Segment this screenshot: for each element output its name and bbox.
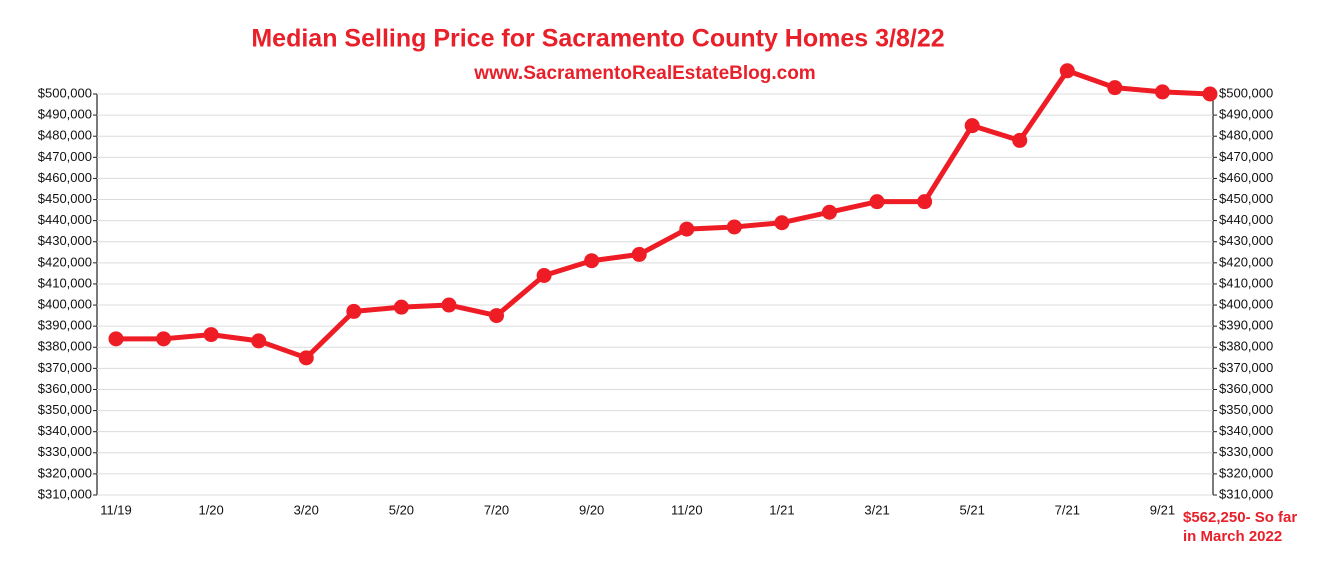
y-tick-label: $470,000 — [38, 149, 92, 164]
y-tick-label: $350,000 — [38, 402, 92, 417]
annotation: $562,250- So far — [1183, 509, 1297, 526]
y2-tick-label: $340,000 — [1219, 423, 1273, 438]
x-tick-label: 11/19 — [100, 502, 132, 517]
point — [441, 297, 457, 313]
y2-tick-label: $320,000 — [1219, 465, 1273, 480]
x-tick-label: 5/21 — [960, 502, 985, 517]
y2-tick-label: $490,000 — [1219, 107, 1273, 122]
x-tick-label: 7/21 — [1055, 502, 1080, 517]
y2-tick-label: $430,000 — [1219, 233, 1273, 248]
point — [298, 350, 314, 366]
y-tick-label: $490,000 — [38, 107, 92, 122]
x-tick-label: 9/20 — [579, 502, 604, 517]
annotation: in March 2022 — [1183, 528, 1282, 545]
x-tick-label: 9/21 — [1150, 502, 1175, 517]
y-tick-label: $400,000 — [38, 296, 92, 311]
point — [774, 215, 790, 231]
y2-tick-label: $440,000 — [1219, 212, 1273, 227]
point — [679, 221, 695, 237]
point — [203, 327, 219, 343]
y-tick-label: $390,000 — [38, 318, 92, 333]
y2-tick-label: $400,000 — [1219, 296, 1273, 311]
point — [917, 194, 933, 210]
x-tick-label: 7/20 — [484, 502, 509, 517]
y2-tick-label: $370,000 — [1219, 360, 1273, 375]
y-tick-label: $420,000 — [38, 254, 92, 269]
point — [631, 246, 647, 262]
y2-tick-label: $460,000 — [1219, 170, 1273, 185]
point — [346, 303, 362, 319]
point — [156, 331, 172, 347]
x-tick-label: 1/21 — [769, 502, 794, 517]
point — [726, 219, 742, 235]
y2-tick-label: $350,000 — [1219, 402, 1273, 417]
y-tick-label: $330,000 — [38, 444, 92, 459]
y-tick-label: $360,000 — [38, 381, 92, 396]
point — [536, 268, 552, 284]
x-tick-label: 11/20 — [671, 502, 703, 517]
point — [869, 194, 885, 210]
y-tick-label: $320,000 — [38, 465, 92, 480]
y-tick-label: $340,000 — [38, 423, 92, 438]
y-tick-label: $450,000 — [38, 191, 92, 206]
x-tick-label: 3/20 — [294, 502, 319, 517]
point — [584, 253, 600, 269]
point — [1059, 63, 1075, 79]
point — [1154, 84, 1170, 100]
y-tick-label: $430,000 — [38, 233, 92, 248]
y2-tick-label: $480,000 — [1219, 128, 1273, 143]
y2-tick-label: $380,000 — [1219, 339, 1273, 354]
y-tick-label: $380,000 — [38, 339, 92, 354]
point — [821, 204, 837, 220]
y2-tick-label: $390,000 — [1219, 318, 1273, 333]
y-tick-label: $480,000 — [38, 128, 92, 143]
point — [393, 299, 409, 315]
y2-tick-label: $360,000 — [1219, 381, 1273, 396]
y-tick-label: $460,000 — [38, 170, 92, 185]
y-tick-label: $410,000 — [38, 275, 92, 290]
y-tick-label: $440,000 — [38, 212, 92, 227]
point — [964, 118, 980, 134]
y2-tick-label: $450,000 — [1219, 191, 1273, 206]
y2-tick-label: $410,000 — [1219, 275, 1273, 290]
chart-title: Median Selling Price for Sacramento Coun… — [251, 25, 944, 53]
point — [1202, 86, 1218, 102]
y2-tick-label: $420,000 — [1219, 254, 1273, 269]
point — [1107, 80, 1123, 96]
chart-subtitle: www.SacramentoRealEstateBlog.com — [473, 63, 815, 84]
y2-tick-label: $330,000 — [1219, 444, 1273, 459]
point — [251, 333, 267, 349]
point — [1012, 132, 1028, 148]
y-tick-label: $310,000 — [38, 486, 92, 501]
point — [108, 331, 124, 347]
y-tick-label: $370,000 — [38, 360, 92, 375]
x-tick-label: 3/21 — [864, 502, 889, 517]
y2-tick-label: $470,000 — [1219, 149, 1273, 164]
line — [116, 68, 1211, 361]
x-tick-label: 5/20 — [389, 502, 414, 517]
y-tick-label: $500,000 — [38, 85, 92, 100]
x-tick-label: 1/20 — [198, 502, 223, 517]
point — [489, 308, 505, 324]
y2-tick-label: $310,000 — [1219, 486, 1273, 501]
y2-tick-label: $500,000 — [1219, 85, 1273, 100]
